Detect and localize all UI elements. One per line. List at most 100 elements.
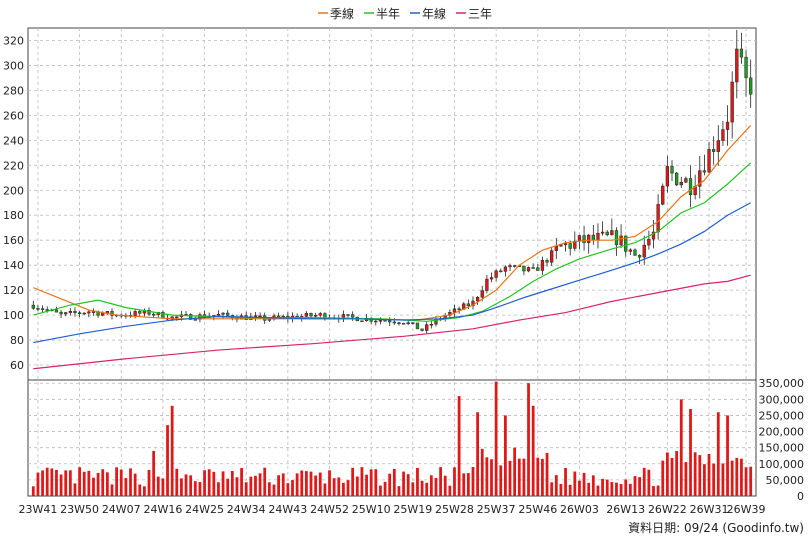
candle-body [64, 312, 68, 315]
volume-tick-3: 150,000 [759, 442, 805, 455]
candle-body [522, 265, 526, 272]
volume-bar [355, 476, 359, 496]
ma-line-year [33, 202, 751, 344]
volume-bar [670, 457, 674, 496]
price-tick-4: 140 [3, 259, 24, 272]
candle-body [193, 319, 197, 321]
candle-body [688, 178, 693, 195]
volume-bar [471, 467, 475, 496]
legend-label-0: 季線 [330, 6, 354, 21]
volume-bar [170, 405, 174, 496]
volume-bar [193, 481, 197, 496]
volume-tick-4: 200,000 [759, 426, 805, 439]
volume-bar [124, 478, 128, 496]
volume-bar [328, 470, 331, 496]
candle-body [253, 315, 258, 318]
volume-bar [156, 476, 160, 496]
volume-bar [499, 465, 503, 496]
candle-body [633, 249, 637, 256]
volume-bar [383, 481, 387, 496]
candle-body [559, 244, 563, 247]
volume-bar [129, 468, 132, 496]
candle-body [36, 308, 40, 310]
candle-body [735, 48, 739, 83]
volume-bar [536, 457, 540, 496]
volume-bar [258, 473, 262, 496]
candle-body [40, 308, 45, 310]
x-tick-12: 25W46 [518, 503, 557, 516]
volume-bar [703, 464, 706, 496]
volume-bar [119, 469, 123, 496]
volume-bar [406, 474, 410, 496]
volume-bar [541, 458, 544, 496]
volume-bar [707, 453, 711, 496]
volume-bar [434, 478, 438, 496]
x-tick-5: 24W34 [227, 503, 266, 516]
candle-body [378, 319, 383, 322]
volume-bar [675, 451, 679, 496]
volume-bar [591, 475, 595, 496]
candle-body [744, 56, 748, 79]
volume-bar [73, 483, 77, 496]
volume-bar [429, 475, 433, 496]
candle-body [656, 204, 660, 233]
ma-line-half_year [33, 162, 752, 322]
price-tick-6: 180 [3, 209, 24, 222]
volume-bar [453, 467, 456, 496]
candle-body [531, 267, 535, 269]
volume-bar [633, 476, 637, 496]
volume-bar [527, 383, 530, 496]
candle-body [605, 231, 609, 236]
candle-body [392, 321, 396, 324]
volume-bar [78, 467, 81, 496]
volume-bar [740, 458, 743, 496]
volume-bar [323, 483, 327, 496]
volume-bar [689, 409, 692, 496]
candle-body [360, 320, 364, 323]
volume-bar [443, 475, 447, 496]
candle-body [684, 178, 688, 183]
x-tick-3: 24W16 [143, 503, 182, 516]
volume-bar [513, 447, 517, 496]
candle-body [670, 166, 674, 174]
candle-body [309, 313, 313, 317]
volume-bar [684, 462, 688, 496]
candle-body [351, 314, 355, 318]
volume-bar [295, 473, 299, 496]
candle-body [674, 172, 679, 186]
candle-body [226, 312, 230, 316]
candle-body [110, 311, 114, 316]
volume-bar [254, 475, 257, 496]
candle-body [508, 265, 512, 268]
candle-body [383, 319, 387, 322]
volume-bar [554, 475, 558, 496]
candle-body [475, 296, 480, 302]
candle-body [216, 314, 221, 316]
candle-body [628, 249, 632, 252]
volume-bar [133, 473, 137, 496]
volume-bar [64, 470, 68, 496]
price-tick-7: 200 [3, 184, 24, 197]
candle-body [568, 243, 572, 249]
volume-bar [291, 480, 294, 496]
volume-bar [402, 471, 405, 496]
candle-body [499, 270, 503, 273]
x-tick-0: 23W41 [19, 503, 58, 516]
price-plot-frame [27, 27, 757, 381]
volume-bar [304, 471, 308, 496]
volume-bar [665, 452, 669, 496]
volume-bar [425, 482, 429, 496]
volume-bar [411, 482, 415, 496]
candles [31, 29, 753, 334]
candle-body [258, 315, 262, 318]
volume-bar [300, 470, 304, 496]
volume-bar [615, 482, 618, 496]
volume-bar [360, 467, 364, 496]
volume-bar [517, 458, 521, 496]
volume-bar [480, 448, 484, 496]
volume-bar [749, 466, 753, 496]
candle-body [411, 322, 415, 324]
volume-bar [249, 476, 253, 496]
volume-bar [596, 485, 600, 496]
candle-body [471, 300, 475, 307]
